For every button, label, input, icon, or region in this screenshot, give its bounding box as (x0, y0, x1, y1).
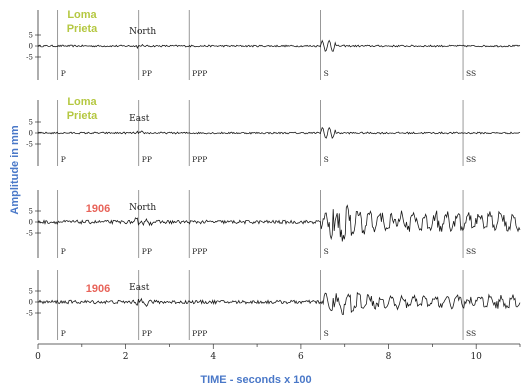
y-axis-label: Amplitude in mm (9, 125, 21, 214)
phase-label-pp: PP (142, 329, 152, 338)
y-tick-label: 5 (29, 208, 33, 216)
phase-label-s: S (324, 247, 329, 256)
phase-label-s: S (324, 69, 329, 78)
x-tick-label: 2 (123, 352, 129, 362)
phase-label-ppp: PPP (192, 155, 207, 164)
phase-label-s: S (324, 155, 329, 164)
phase-label-pp: PP (142, 69, 152, 78)
event-label-line2: Prieta (67, 110, 98, 122)
phase-label-p: P (61, 69, 66, 78)
component-label: East (129, 283, 150, 293)
component-label: North (129, 203, 156, 213)
phase-label-ss: SS (466, 69, 476, 78)
phase-label-ppp: PPP (192, 69, 207, 78)
y-tick-label: -5 (26, 230, 33, 238)
event-label: 1906 (86, 283, 110, 295)
x-tick-label: 10 (470, 352, 482, 362)
component-label: East (129, 114, 150, 124)
seismogram-trace (37, 291, 521, 315)
phase-label-ss: SS (466, 329, 476, 338)
x-axis-label: TIME - seconds x 100 (200, 374, 311, 386)
phase-label-pp: PP (142, 155, 152, 164)
phase-label-pp: PP (142, 247, 152, 256)
y-tick-label: -5 (26, 141, 33, 149)
phase-label-s: S (324, 329, 329, 338)
y-tick-label: -5 (26, 310, 33, 318)
y-tick-label: 0 (29, 299, 33, 307)
seismogram-trace (37, 204, 521, 242)
x-axis: 0 2 4 6 8 10 (35, 343, 521, 362)
event-label-line2: Prieta (67, 23, 98, 35)
component-label: North (129, 27, 156, 37)
phase-label-p: P (61, 247, 66, 256)
x-tick-label: 8 (386, 352, 392, 362)
y-tick-label: 0 (29, 43, 33, 51)
seismogram-trace (37, 126, 521, 139)
phase-label-p: P (61, 155, 66, 164)
phase-label-ss: SS (466, 247, 476, 256)
x-tick-label: 4 (210, 352, 216, 362)
seismogram-trace (37, 39, 521, 52)
phase-label-ppp: PPP (192, 329, 207, 338)
phase-label-ss: SS (466, 155, 476, 164)
y-tick-label: -5 (26, 54, 33, 62)
y-tick-label: 5 (29, 119, 33, 127)
event-label: Loma (67, 96, 97, 108)
y-tick-label: 5 (29, 32, 33, 40)
x-tick-label: 6 (298, 352, 304, 362)
x-tick-label: 0 (35, 352, 41, 362)
phase-label-p: P (61, 329, 66, 338)
y-tick-label: 0 (29, 219, 33, 227)
phase-label-ppp: PPP (192, 247, 207, 256)
event-label: Loma (67, 9, 97, 21)
y-tick-label: 0 (29, 130, 33, 138)
y-tick-label: 5 (29, 288, 33, 296)
event-label: 1906 (86, 203, 110, 215)
